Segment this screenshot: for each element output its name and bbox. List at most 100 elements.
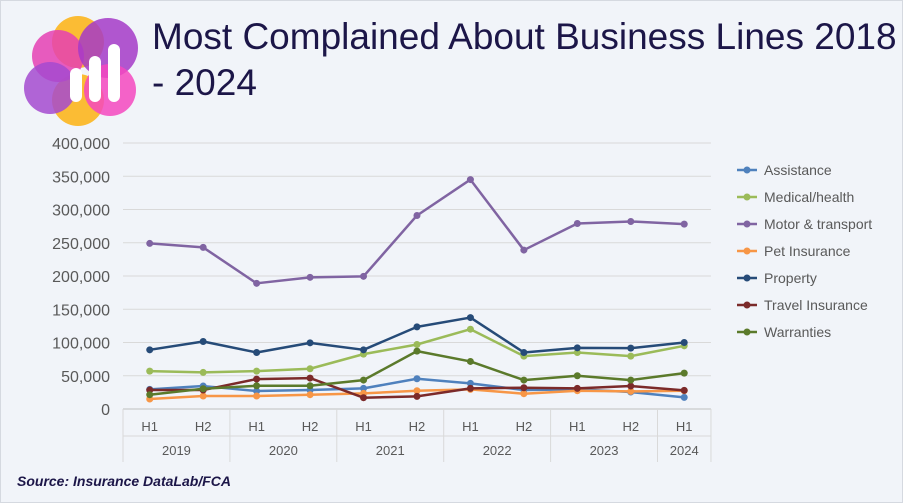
data-point bbox=[413, 392, 421, 400]
legend-label: Warranties bbox=[764, 324, 831, 340]
data-point bbox=[680, 393, 688, 401]
data-point bbox=[627, 217, 635, 225]
chart-title: Most Complained About Business Lines 201… bbox=[152, 16, 897, 103]
data-point bbox=[253, 387, 261, 395]
data-point bbox=[627, 344, 635, 352]
data-point bbox=[199, 368, 207, 376]
x-group-label: 2022 bbox=[483, 443, 512, 458]
data-point bbox=[306, 391, 314, 399]
data-point bbox=[627, 376, 635, 384]
data-point bbox=[146, 346, 154, 354]
y-tick-label: 400,000 bbox=[52, 136, 110, 153]
data-point bbox=[413, 211, 421, 219]
legend-marker bbox=[743, 301, 751, 309]
data-point bbox=[520, 246, 528, 254]
y-tick-label: 350,000 bbox=[52, 169, 110, 186]
data-point bbox=[413, 387, 421, 395]
data-point bbox=[360, 376, 368, 384]
x-group-label: 2020 bbox=[269, 443, 298, 458]
data-point bbox=[627, 352, 635, 360]
data-point bbox=[306, 273, 314, 281]
data-point bbox=[413, 323, 421, 331]
data-point bbox=[627, 387, 635, 395]
data-point bbox=[253, 375, 261, 383]
data-point bbox=[199, 243, 207, 251]
data-point bbox=[146, 239, 154, 247]
source-note: Source: Insurance DataLab/FCA bbox=[17, 473, 231, 489]
data-point bbox=[466, 357, 474, 365]
x-group-label: 2021 bbox=[376, 443, 405, 458]
legend-marker bbox=[743, 220, 751, 228]
data-point bbox=[573, 344, 581, 352]
y-tick-label: 50,000 bbox=[61, 369, 110, 386]
data-point bbox=[680, 220, 688, 228]
legend-marker bbox=[743, 274, 751, 282]
data-point bbox=[466, 176, 474, 184]
data-point bbox=[360, 384, 368, 392]
legend-label: Assistance bbox=[764, 162, 832, 178]
data-point bbox=[413, 347, 421, 355]
x-tick-label: H2 bbox=[622, 419, 639, 434]
data-point bbox=[146, 391, 154, 399]
series-line-motor-transport bbox=[149, 178, 685, 285]
data-point bbox=[199, 392, 207, 400]
data-point bbox=[306, 374, 314, 382]
data-point bbox=[573, 384, 581, 392]
y-tick-label: 300,000 bbox=[52, 203, 110, 220]
legend-marker bbox=[743, 328, 751, 336]
data-point bbox=[199, 338, 207, 346]
data-point bbox=[466, 379, 474, 387]
data-point bbox=[413, 375, 421, 383]
data-point bbox=[306, 365, 314, 373]
data-point bbox=[360, 346, 368, 354]
data-point bbox=[253, 392, 261, 400]
x-tick-label: H2 bbox=[302, 419, 319, 434]
data-point bbox=[199, 385, 207, 393]
x-group-label: 2023 bbox=[590, 443, 619, 458]
legend-marker bbox=[743, 247, 751, 255]
data-point bbox=[360, 272, 368, 280]
y-tick-label: 0 bbox=[101, 402, 110, 419]
data-point bbox=[306, 382, 314, 390]
y-tick-label: 100,000 bbox=[52, 336, 110, 353]
data-point bbox=[360, 394, 368, 402]
x-tick-label: H2 bbox=[516, 419, 533, 434]
data-point bbox=[466, 384, 474, 392]
x-tick-label: H2 bbox=[409, 419, 426, 434]
x-tick-label: H1 bbox=[462, 419, 479, 434]
y-tick-label: 200,000 bbox=[52, 269, 110, 286]
legend-marker bbox=[743, 166, 751, 174]
data-point bbox=[680, 369, 688, 377]
data-point bbox=[466, 314, 474, 322]
data-point bbox=[520, 384, 528, 392]
x-tick-label: H1 bbox=[141, 419, 158, 434]
legend-label: Medical/health bbox=[764, 189, 854, 205]
data-point bbox=[573, 219, 581, 227]
logo-icon bbox=[24, 16, 138, 126]
data-point bbox=[253, 279, 261, 287]
data-point bbox=[520, 376, 528, 384]
y-tick-label: 150,000 bbox=[52, 302, 110, 319]
x-tick-label: H1 bbox=[248, 419, 265, 434]
data-point bbox=[253, 348, 261, 356]
data-point bbox=[253, 367, 261, 375]
data-point bbox=[680, 339, 688, 346]
legend-label: Travel Insurance bbox=[764, 297, 868, 313]
legend-marker bbox=[743, 193, 751, 201]
data-point bbox=[146, 367, 154, 375]
data-point bbox=[520, 348, 528, 356]
legend-label: Pet Insurance bbox=[764, 243, 851, 259]
data-point bbox=[466, 325, 474, 333]
data-point bbox=[253, 382, 261, 390]
legend-label: Motor & transport bbox=[764, 216, 872, 232]
x-tick-label: H1 bbox=[676, 419, 693, 434]
x-tick-label: H2 bbox=[195, 419, 212, 434]
x-group-label: 2024 bbox=[670, 443, 699, 458]
x-tick-label: H1 bbox=[569, 419, 586, 434]
x-group-label: 2019 bbox=[162, 443, 191, 458]
x-tick-label: H1 bbox=[355, 419, 372, 434]
data-point bbox=[680, 386, 688, 394]
y-tick-label: 250,000 bbox=[52, 236, 110, 253]
data-point bbox=[413, 340, 421, 348]
